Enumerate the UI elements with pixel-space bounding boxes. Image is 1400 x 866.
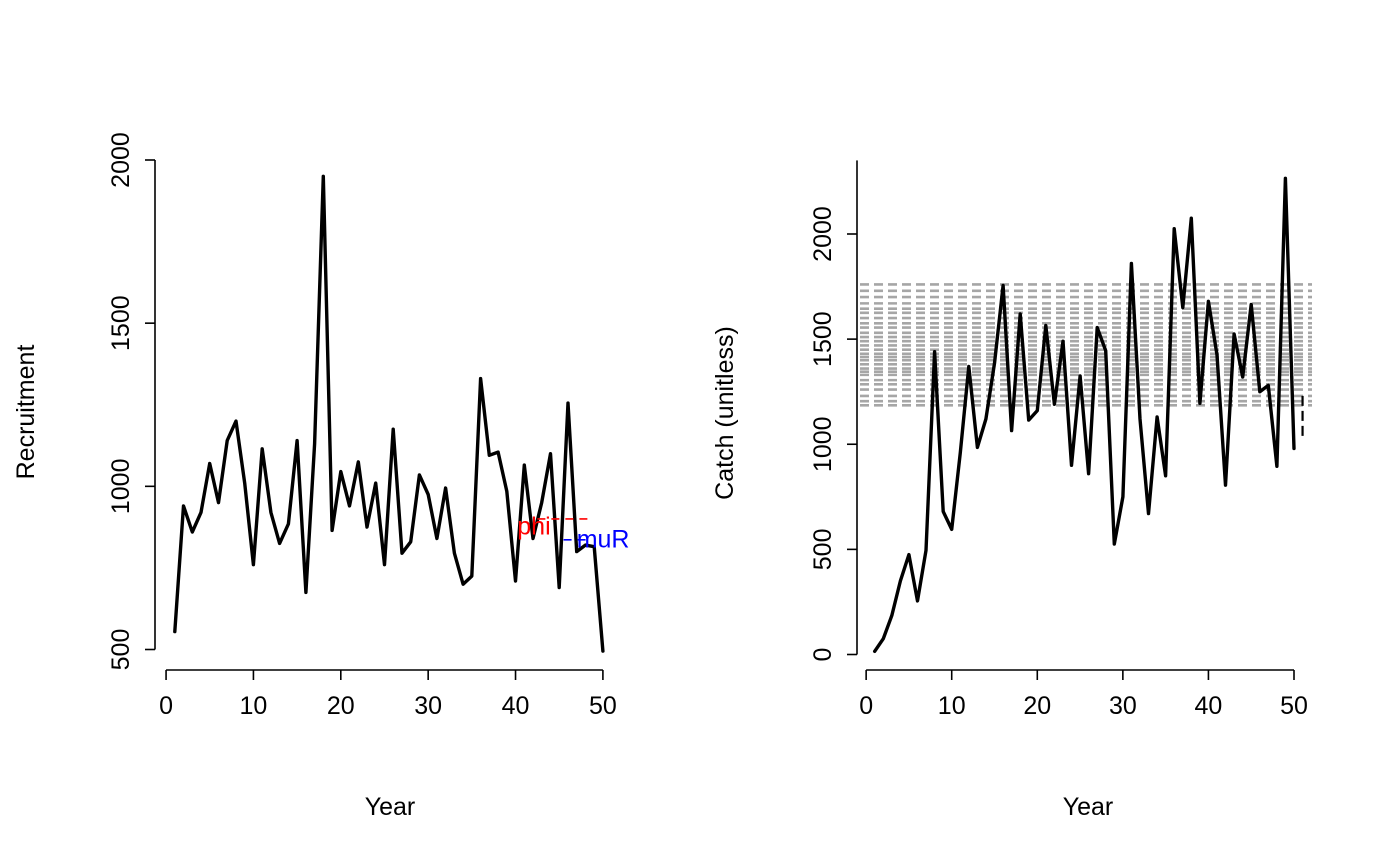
recruitment-chart: 0 10 20 30 40 50 500 1000 1500 2000 phi muR Year R… [12, 132, 629, 821]
recruitment-series [173, 174, 605, 653]
recruitment-x-tick-label: 40 [502, 692, 530, 720]
catch-y-tick-label: 1500 [809, 311, 837, 367]
recruitment-annotation-phi: phi [517, 512, 550, 540]
catch-x-axis-label: Year [1063, 793, 1114, 821]
recruitment-x-tick-label: 20 [327, 692, 355, 720]
recruitment-annotations: phi muR [517, 512, 629, 553]
catch-reference-lines [860, 283, 1312, 407]
catch-x-tick-label: 40 [1195, 692, 1223, 720]
recruitment-y-axis-label: Recruitment [12, 345, 40, 480]
catch-line [873, 176, 1296, 653]
recruitment-y-tick-label: 2000 [107, 132, 135, 188]
catch-series [873, 176, 1304, 653]
catch-y-tick-label: 2000 [809, 206, 837, 262]
recruitment-y-tick-label: 1000 [107, 459, 135, 515]
recruitment-x-tick-label: 10 [240, 692, 268, 720]
catch-x-tick-label: 30 [1109, 692, 1137, 720]
catch-y-axis-label: Catch (unitless) [711, 326, 739, 500]
recruitment-line [173, 174, 605, 653]
recruitment-x-tick-label: 0 [159, 692, 173, 720]
catch-x-tick-label: 50 [1280, 692, 1308, 720]
catch-y-tick-label: 0 [809, 648, 837, 662]
recruitment-y-tick-label: 1500 [107, 295, 135, 351]
recruitment-x-tick-label: 50 [589, 692, 617, 720]
catch-y-tick-label: 1000 [809, 416, 837, 472]
recruitment-y-tick-label: 500 [107, 629, 135, 671]
catch-x-tick-label: 10 [938, 692, 966, 720]
catch-x-tick-label: 0 [859, 692, 873, 720]
recruitment-x-axis-label: Year [365, 793, 416, 821]
catch-y-tick-label: 500 [809, 529, 837, 571]
recruitment-annotation-muR: muR [577, 526, 630, 554]
catch-x-tick-label: 20 [1023, 692, 1051, 720]
recruitment-axes: 0 10 20 30 40 50 500 1000 1500 2000 [107, 132, 617, 720]
recruitment-x-tick-label: 30 [414, 692, 442, 720]
